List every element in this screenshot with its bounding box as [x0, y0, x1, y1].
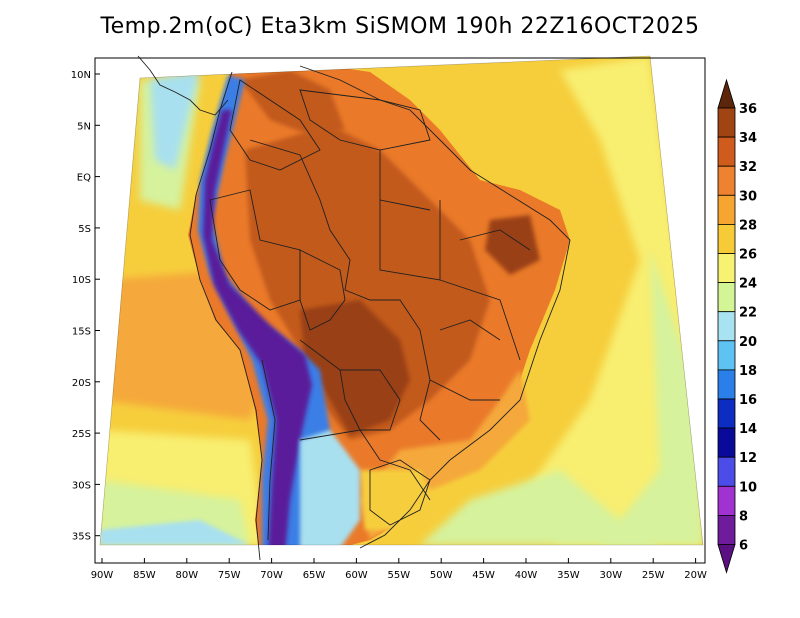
border-colombia: [229, 79, 321, 171]
border-argentina-chile: [261, 359, 276, 541]
colorbar-tick-label: 28: [739, 218, 757, 233]
lon-tick-label: 80W: [175, 570, 198, 581]
colorbar-swatch: [717, 485, 736, 516]
lon-tick-label: 65W: [303, 570, 326, 581]
lat-tick-label: 15S: [72, 327, 91, 338]
colorbar-tick-label: 34: [739, 131, 757, 146]
lat-tick-label: 30S: [72, 480, 91, 491]
central-america-coast: [137, 55, 229, 116]
colorbar-swatch: [717, 136, 736, 167]
colorbar: 36 34 32 30 28 26 24 22 20 18 16 14 12 10 8 6: [717, 78, 757, 574]
border-argentina-north: [299, 339, 431, 501]
lon-tick-label: 30W: [599, 570, 622, 581]
lon-tick-label: 70W: [260, 570, 283, 581]
map-title: Temp.2m(oC) Eta3km SiSMOM 190h 22Z16OCT2…: [100, 14, 700, 39]
colorbar-tick-label: 24: [739, 277, 757, 292]
lon-tick-label: 55W: [387, 570, 410, 581]
border-paraguay: [339, 369, 401, 431]
lat-tick-label: 20S: [72, 378, 91, 389]
lon-tick-label: 60W: [345, 570, 368, 581]
pacific-cold-coast: [150, 70, 200, 170]
colorbar-tick-label: 8: [739, 509, 748, 524]
lon-tick-label: 75W: [218, 570, 241, 581]
colorbar-swatch: [717, 223, 736, 254]
colorbar-swatch: [717, 107, 736, 138]
colorbar-swatch: [717, 427, 736, 458]
border-bolivia: [299, 249, 346, 331]
patagonia-cold: [300, 430, 360, 545]
colorbar-tick-label: 12: [739, 451, 757, 466]
lat-tick-label: 10S: [72, 275, 91, 286]
pacific-cold-southwest: [100, 520, 250, 545]
colorbar-tick-label: 14: [739, 422, 757, 437]
colorbar-swatch: [717, 165, 736, 196]
lat-tick-label: 35S: [72, 532, 91, 543]
lat-tick-label: 5N: [77, 121, 91, 132]
border-venezuela-guianas: [299, 89, 431, 151]
atlantic-mild-zone: [520, 56, 700, 545]
lon-tick-label: 90W: [91, 570, 114, 581]
colorbar-tick-label: 18: [739, 364, 757, 379]
colorbar-tick-label: 30: [739, 189, 757, 204]
atlantic-cool-zone: [600, 250, 703, 545]
border-brazil-states: [379, 150, 531, 401]
colorbar-swatch: [717, 340, 736, 371]
andes-cold-core: [203, 110, 312, 545]
coastline-west: [189, 71, 263, 561]
colorbar-tick-label: 36: [739, 102, 757, 117]
colorbar-tick-label: 32: [739, 160, 757, 175]
colorbar-swatch: [717, 398, 736, 429]
lat-tick-label: 5S: [78, 224, 91, 235]
colorbar-swatch: [717, 253, 736, 284]
plot-frame: [94, 57, 706, 564]
lon-tick-label: 45W: [472, 570, 495, 581]
lon-tick-label: 25W: [642, 570, 665, 581]
colorbar-swatch: [717, 456, 736, 487]
colorbar-swatch: [717, 515, 736, 545]
colorbar-tick-label: 16: [739, 393, 757, 408]
lon-tick-label: 35W: [557, 570, 580, 581]
south-atlantic-cool: [420, 470, 660, 545]
temperature-field: [100, 56, 703, 545]
lon-tick-label: 40W: [515, 570, 538, 581]
latitude-axis: 10N 5N EQ 5S 10S 15S 20S 25S 30S 35S: [71, 70, 100, 543]
colorbar-swatch: [717, 369, 736, 400]
amazon-hot: [240, 70, 345, 135]
colorbar-bottom-arrow: [717, 544, 736, 574]
colorbar-tick-label: 10: [739, 480, 757, 495]
country-borders: [189, 65, 571, 561]
lon-tick-label: 50W: [430, 570, 453, 581]
colorbar-swatch: [717, 311, 736, 342]
colorbar-swatch: [717, 282, 736, 313]
colorbar-tick-label: 26: [739, 248, 757, 263]
border-brazil-west: [249, 139, 441, 441]
uruguay-warm: [360, 470, 435, 530]
lat-tick-label: EQ: [77, 173, 91, 184]
border-peru: [209, 189, 301, 311]
lon-tick-label: 20W: [684, 570, 707, 581]
lon-tick-label: 85W: [133, 570, 156, 581]
domain-outline: [99, 55, 704, 546]
colorbar-tick-label: 6: [739, 539, 748, 554]
coastline-east: [299, 65, 571, 549]
chaco-extreme-hot: [300, 300, 410, 435]
colorbar-tick-label: 22: [739, 306, 757, 321]
lat-tick-label: 10N: [71, 70, 91, 81]
colorbar-top-arrow: [717, 78, 736, 109]
colorbar-swatch: [717, 194, 736, 225]
longitude-axis: 90W 85W 80W 75W 70W 65W 60W 55W 50W 45W 40W 35W 30W 2…: [91, 558, 707, 581]
colorbar-tick-label: 20: [739, 335, 757, 350]
lat-tick-label: 25S: [72, 429, 91, 440]
border-uruguay: [369, 459, 431, 526]
